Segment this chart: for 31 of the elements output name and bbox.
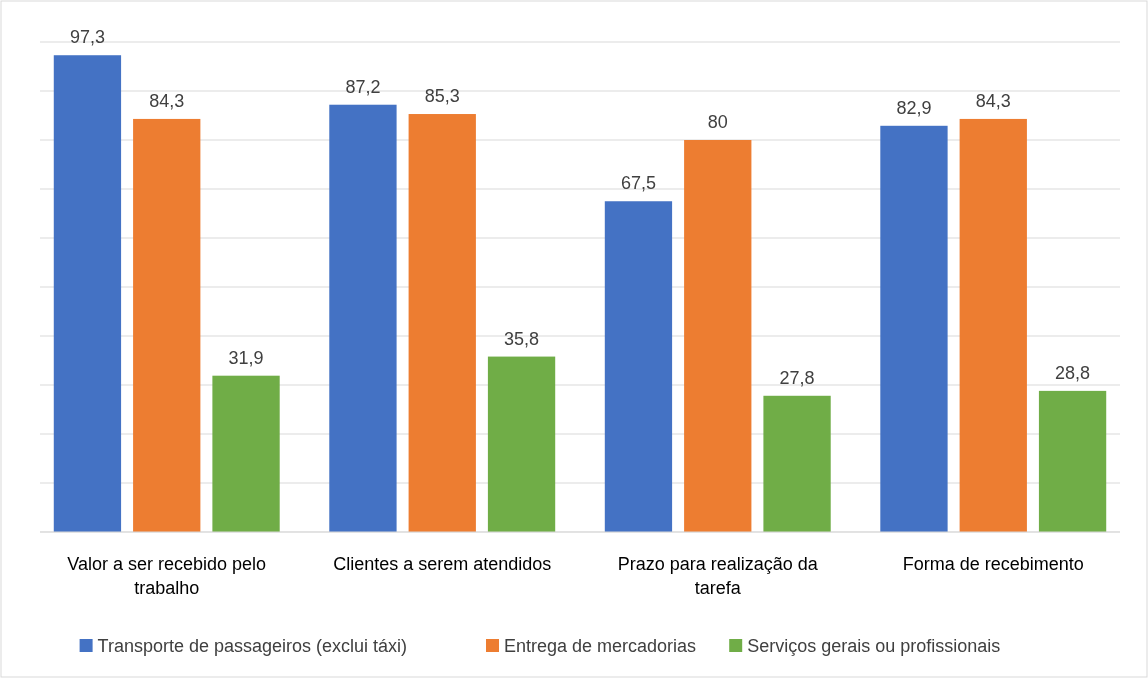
bar (487, 356, 556, 532)
bar (212, 375, 280, 532)
data-label: 35,8 (504, 328, 540, 349)
data-label: 27,8 (779, 367, 815, 388)
legend-label: Entrega de mercadorias (504, 636, 697, 656)
bar (959, 118, 1027, 532)
legend-label: Serviços gerais ou profissionais (747, 636, 1001, 656)
data-label: 28,8 (1055, 362, 1091, 383)
x-tick-label: Prazo para realização da tarefa (617, 554, 819, 598)
legend-label: Transporte de passageiros (exclui táxi) (97, 636, 408, 656)
x-tick-label: Forma de recebimento (902, 554, 1084, 574)
bar (1038, 390, 1107, 532)
data-label: 87,2 (345, 76, 381, 97)
bar (880, 125, 948, 532)
data-label: 67,5 (620, 173, 656, 194)
bar (329, 104, 397, 532)
data-label: 82,9 (896, 97, 932, 118)
bar (684, 140, 752, 532)
data-label: 31,9 (228, 347, 264, 368)
bar (763, 395, 831, 532)
data-label: 97,3 (69, 27, 105, 48)
bar (53, 55, 122, 532)
data-label: 84,3 (975, 90, 1011, 111)
x-tick-label: Clientes a serem atendidos (333, 554, 552, 574)
bar (133, 118, 201, 532)
bar (604, 201, 673, 532)
data-label: 84,3 (149, 90, 185, 111)
x-tick-label: Valor a ser recebido pelo trabalho (67, 554, 267, 598)
bar (408, 114, 476, 532)
data-label: 85,3 (424, 86, 460, 107)
data-label: 80 (707, 112, 728, 132)
